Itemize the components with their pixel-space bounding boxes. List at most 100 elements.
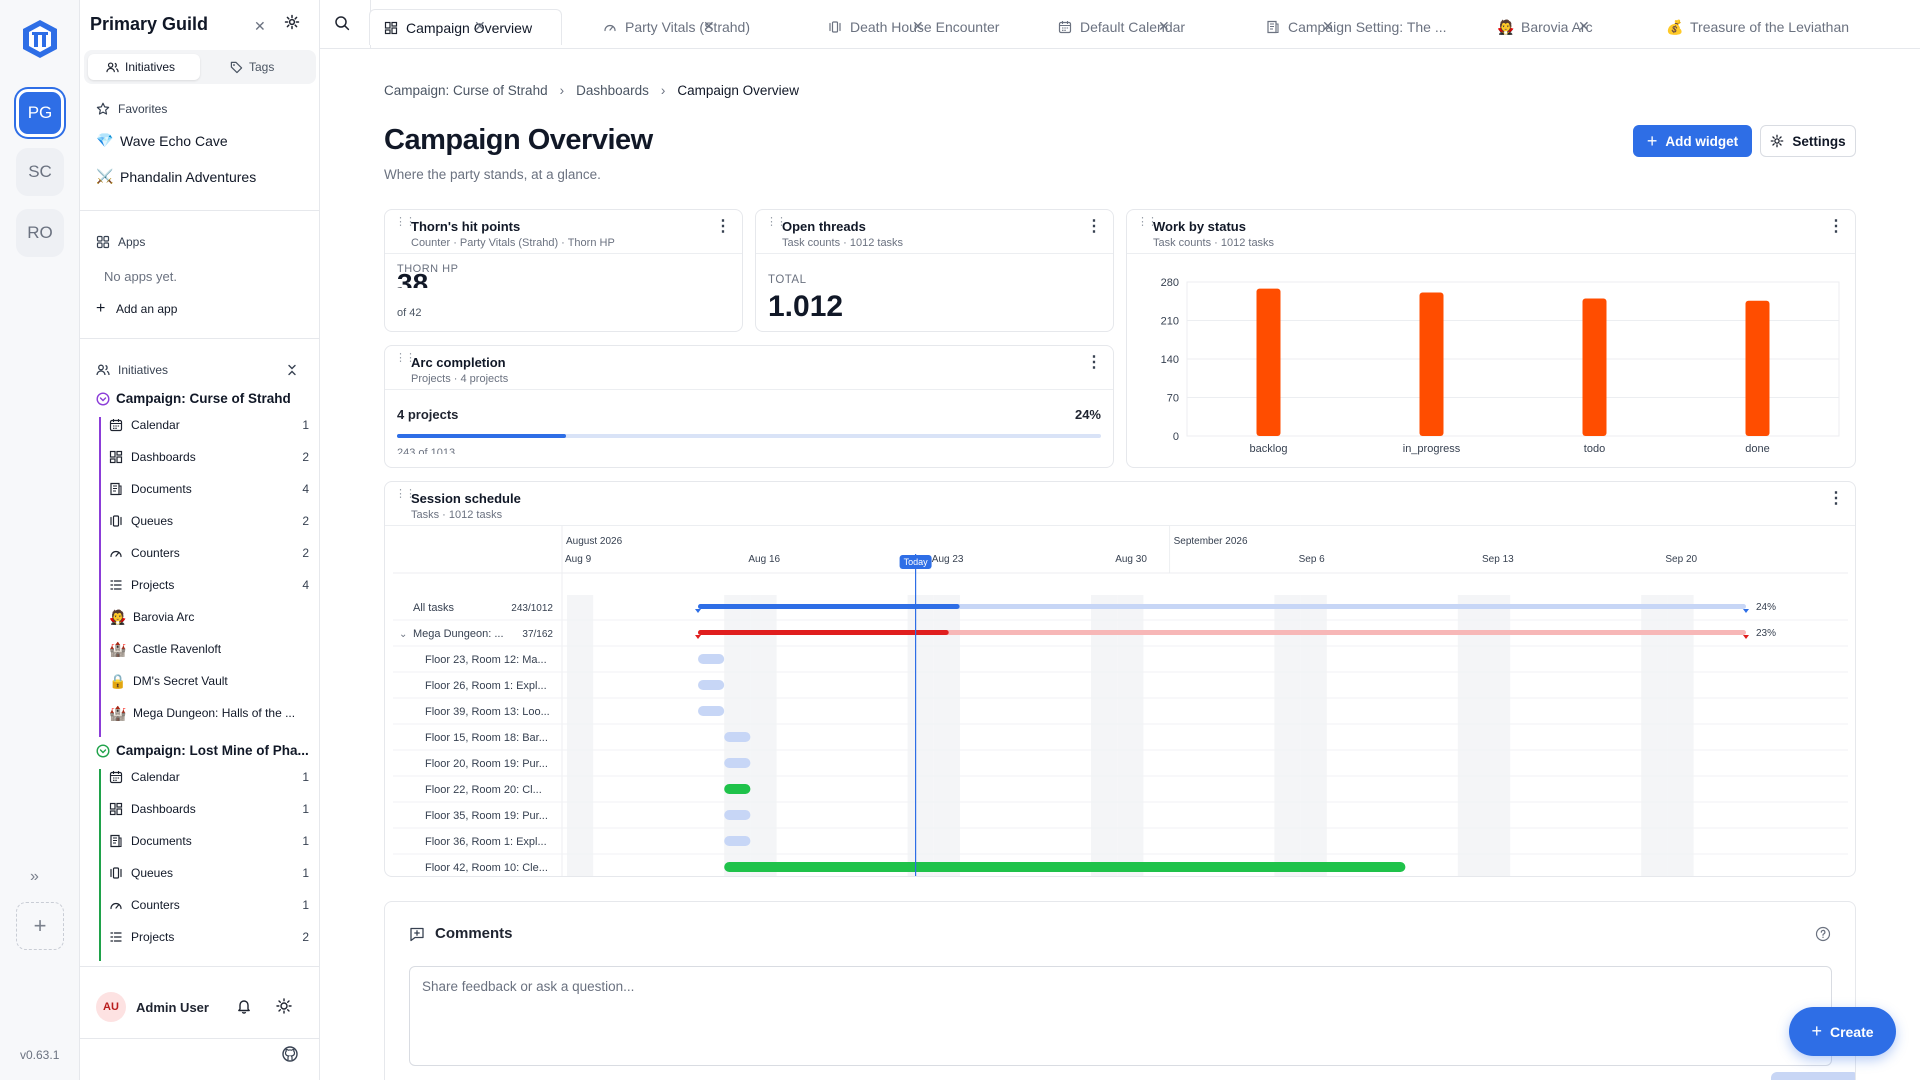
close-icon[interactable]: ✕ bbox=[1578, 18, 1590, 34]
task-bar[interactable] bbox=[724, 784, 751, 794]
summary-bar-progress[interactable] bbox=[698, 604, 960, 609]
tab-6[interactable]: 💰 Treasure of the Leviathan bbox=[1652, 9, 1862, 45]
bell-icon[interactable] bbox=[236, 998, 252, 1014]
sidebar-item-mega-dungeon-halls-of-the[interactable]: 🏰 Mega Dungeon: Halls of the ... bbox=[109, 703, 309, 723]
widget-menu-icon[interactable]: ⋮ bbox=[715, 218, 731, 235]
emoji-icon: 💰 bbox=[1666, 18, 1684, 35]
sidebar-item-calendar[interactable]: Calendar 1 bbox=[109, 767, 309, 787]
sidebar-item-calendar[interactable]: Calendar 1 bbox=[109, 415, 309, 435]
chevron-down-icon[interactable]: ⌄ bbox=[399, 629, 407, 640]
add-app-button[interactable]: + Add an app bbox=[96, 300, 177, 318]
workspace-ro[interactable]: RO bbox=[16, 209, 64, 257]
close-icon[interactable]: ✕ bbox=[1322, 18, 1334, 34]
drag-handle-icon[interactable]: ⋮⋮ bbox=[395, 488, 416, 500]
widget-menu-icon[interactable]: ⋮ bbox=[1086, 218, 1102, 235]
task-bar[interactable] bbox=[698, 706, 725, 716]
gantt-row-label[interactable]: Floor 20, Room 19: Pur... bbox=[425, 758, 548, 770]
github-icon[interactable] bbox=[282, 1046, 298, 1062]
close-icon[interactable]: ✕ bbox=[703, 18, 715, 34]
bar-done[interactable] bbox=[1745, 300, 1770, 436]
gantt-row-label[interactable]: Floor 35, Room 19: Pur... bbox=[425, 810, 548, 822]
gantt-row-label[interactable]: Mega Dungeon: ... bbox=[413, 628, 504, 640]
status-circle-icon bbox=[96, 391, 110, 406]
gantt-row-label[interactable]: Floor 36, Room 1: Expl... bbox=[425, 836, 547, 848]
post-comment-button[interactable] bbox=[1771, 1072, 1855, 1080]
task-bar[interactable] bbox=[698, 654, 725, 664]
drag-handle-icon[interactable]: ⋮⋮ bbox=[395, 216, 416, 228]
task-bar[interactable] bbox=[724, 810, 751, 820]
workspace-sc[interactable]: SC bbox=[16, 148, 64, 196]
sidebar-item-barovia-arc[interactable]: 🧛 Barovia Arc bbox=[109, 607, 309, 627]
sidebar-item-documents[interactable]: Documents 4 bbox=[109, 479, 309, 499]
bar-todo[interactable] bbox=[1582, 298, 1607, 437]
widget-menu-icon[interactable]: ⋮ bbox=[1828, 490, 1844, 507]
gantt-row-label[interactable]: Floor 15, Room 18: Bar... bbox=[425, 732, 548, 744]
collapse-all-icon[interactable] bbox=[286, 364, 298, 376]
widget-menu-icon[interactable]: ⋮ bbox=[1086, 354, 1102, 371]
sidebar-item-documents[interactable]: Documents 1 bbox=[109, 831, 309, 851]
sidebar-item-counters[interactable]: Counters 1 bbox=[109, 895, 309, 915]
widget-menu-icon[interactable]: ⋮ bbox=[1828, 218, 1844, 235]
favorite-item[interactable]: 💎 Wave Echo Cave bbox=[96, 132, 228, 149]
gear-icon[interactable] bbox=[284, 14, 300, 30]
favorite-item[interactable]: ⚔️ Phandalin Adventures bbox=[96, 168, 256, 185]
close-icon[interactable]: ✕ bbox=[912, 18, 924, 34]
create-button[interactable]: + Create bbox=[1789, 1007, 1896, 1056]
close-icon[interactable]: ✕ bbox=[254, 18, 266, 34]
gantt-row-label[interactable]: Floor 23, Room 12: Ma... bbox=[425, 654, 547, 666]
bar-backlog[interactable] bbox=[1256, 288, 1281, 436]
sidebar-item-label: Queues bbox=[131, 866, 174, 880]
tab-3[interactable]: Default Calendar bbox=[1044, 9, 1241, 45]
close-icon[interactable]: ✕ bbox=[1158, 18, 1170, 34]
task-bar[interactable] bbox=[724, 836, 751, 846]
comment-input[interactable] bbox=[410, 967, 1831, 1065]
gantt-row-label[interactable]: Floor 39, Room 13: Loo... bbox=[425, 706, 550, 718]
initiative-1[interactable]: Campaign: Lost Mine of Pha... bbox=[96, 743, 309, 758]
breadcrumb-item[interactable]: Dashboards bbox=[576, 83, 649, 98]
gantt-row-label[interactable]: All tasks bbox=[413, 602, 454, 614]
drag-handle-icon[interactable]: ⋮⋮ bbox=[395, 352, 416, 364]
tab-1[interactable]: Party Vitals (Strahd) bbox=[589, 9, 803, 45]
drag-handle-icon[interactable]: ⋮⋮ bbox=[766, 216, 787, 228]
task-bar[interactable] bbox=[724, 732, 751, 742]
gantt-row-label[interactable]: Floor 26, Room 1: Expl... bbox=[425, 680, 547, 692]
tab-0[interactable]: Campaign Overview bbox=[369, 9, 562, 45]
initiative-0[interactable]: Campaign: Curse of Strahd bbox=[96, 391, 291, 406]
add-widget-button[interactable]: + Add widget bbox=[1633, 125, 1752, 157]
task-bar[interactable] bbox=[698, 680, 725, 690]
sidebar-item-projects[interactable]: Projects 4 bbox=[109, 575, 309, 595]
sun-icon[interactable] bbox=[276, 998, 292, 1014]
sidebar-item-projects[interactable]: Projects 2 bbox=[109, 927, 309, 947]
sidebar-item-queues[interactable]: Queues 1 bbox=[109, 863, 309, 883]
tab-5[interactable]: 🧛 Barovia Arc bbox=[1483, 9, 1641, 45]
tab-initiatives[interactable]: Initiatives bbox=[88, 54, 200, 80]
sidebar-item-dashboards[interactable]: Dashboards 2 bbox=[109, 447, 309, 467]
expand-sidebar-icon[interactable]: » bbox=[30, 868, 39, 885]
gantt-row-label[interactable]: Floor 22, Room 20: Cl... bbox=[425, 784, 542, 796]
gantt-row-label[interactable]: Floor 42, Room 10: Cle... bbox=[425, 862, 548, 874]
breadcrumb-item[interactable]: Campaign: Curse of Strahd bbox=[384, 83, 548, 98]
workspace-pg[interactable]: PG bbox=[16, 89, 64, 137]
sidebar-item-castle-ravenloft[interactable]: 🏰 Castle Ravenloft bbox=[109, 639, 309, 659]
add-workspace-button[interactable]: + bbox=[16, 902, 64, 950]
bar-in_progress[interactable] bbox=[1419, 292, 1444, 436]
help-icon[interactable] bbox=[1815, 926, 1831, 942]
sidebar-item-dm-s-secret-vault[interactable]: 🔒 DM's Secret Vault bbox=[109, 671, 309, 691]
avatar: AU bbox=[96, 992, 126, 1022]
tab-4[interactable]: Campaign Setting: The ... bbox=[1252, 9, 1467, 45]
summary-bar-progress[interactable] bbox=[698, 630, 949, 635]
settings-button[interactable]: Settings bbox=[1760, 125, 1856, 157]
task-bar[interactable] bbox=[724, 758, 751, 768]
sidebar-item-label: Castle Ravenloft bbox=[133, 642, 222, 656]
sidebar-item-queues[interactable]: Queues 2 bbox=[109, 511, 309, 531]
tab-2[interactable]: Death House Encounter bbox=[814, 9, 1033, 45]
sidebar-item-counters[interactable]: Counters 2 bbox=[109, 543, 309, 563]
drag-handle-icon[interactable]: ⋮⋮ bbox=[1137, 216, 1158, 228]
tab-tags[interactable]: Tags bbox=[208, 54, 312, 80]
search-icon[interactable] bbox=[334, 15, 350, 31]
user-menu[interactable]: AU Admin User bbox=[96, 992, 209, 1022]
task-bar[interactable] bbox=[724, 862, 1406, 872]
close-icon[interactable]: ✕ bbox=[474, 18, 486, 34]
sidebar-item-dashboards[interactable]: Dashboards 1 bbox=[109, 799, 309, 819]
month-label: September 2026 bbox=[1174, 536, 1248, 547]
